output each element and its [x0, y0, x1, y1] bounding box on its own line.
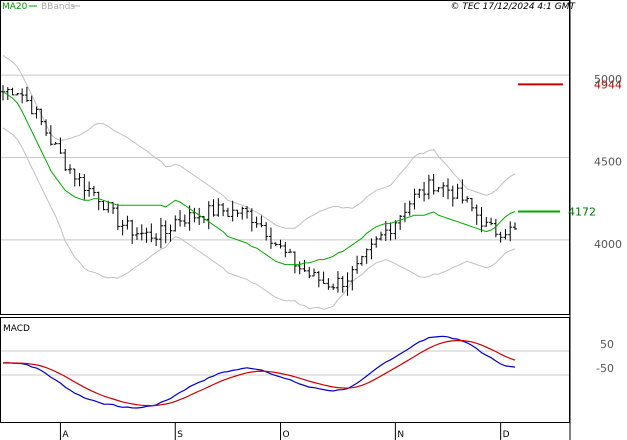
x-tick-label: D	[503, 430, 510, 440]
support-label: 4172	[568, 206, 596, 219]
legend-bbands: BBands	[41, 2, 75, 12]
x-tick-label: A	[62, 430, 69, 440]
macd-tick-label-minus-50: -50	[596, 362, 614, 375]
price-tick-label: 4000	[594, 238, 622, 251]
bband-upper-line	[2, 54, 516, 229]
price-tick-labels: 4000 4500 5000	[594, 73, 622, 251]
macd-panel-frame	[0, 317, 570, 423]
ma20-line	[2, 91, 516, 266]
x-tick-label: O	[283, 430, 290, 440]
price-tick-label: 5000	[594, 73, 622, 86]
macd-tick-label-50: 50	[600, 338, 614, 351]
macd-line	[2, 335, 516, 409]
bband-lower-line	[2, 127, 516, 310]
macd-title: MACD	[3, 324, 30, 334]
resistance-label: 4944	[594, 78, 622, 91]
legend-ma20: MA20	[2, 2, 28, 12]
macd-signal-line	[2, 339, 516, 407]
macd-gridlines	[1, 350, 569, 376]
x-tick-label: N	[397, 430, 404, 440]
copyright-text: © TEC 17/12/2024 4:1 GMT	[450, 2, 576, 12]
x-tick-label: S	[177, 430, 183, 440]
price-gridlines	[1, 74, 569, 241]
price-bars	[1, 85, 517, 296]
price-tick-label: 4500	[594, 156, 622, 169]
